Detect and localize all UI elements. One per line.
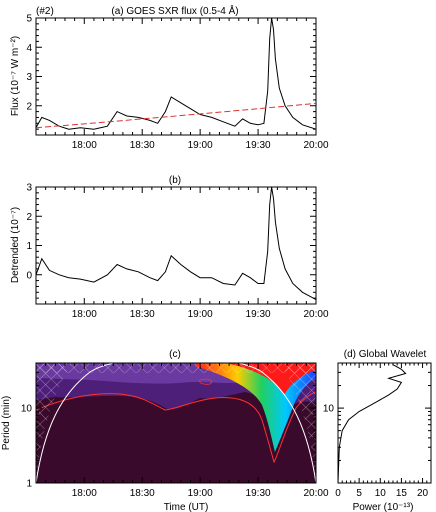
x-tick-label: 5 [356, 488, 362, 499]
y-tick-label: 2 [26, 212, 32, 223]
series-line-0 [35, 186, 317, 301]
x-tick-label: 19:30 [246, 488, 271, 499]
significance-contour-small [199, 378, 213, 385]
x-tick-label: 20:00 [303, 140, 328, 151]
panel-a-title: (a) GOES SXR flux (0.5-4 Å) [111, 4, 238, 17]
y-tick-label: 1 [26, 479, 32, 490]
panel-d-frame [337, 362, 432, 484]
x-tick-label: 18:30 [130, 309, 155, 320]
panel-d-title: (d) Global Wavelet [344, 349, 427, 360]
x-tick-label: 19:30 [246, 140, 271, 151]
y-tick-label: 2 [26, 101, 32, 112]
panel-d: (d) Global Wavelet Power (10⁻¹³) 0 5 10 15 2… [323, 349, 432, 512]
series-line-1 [35, 102, 317, 129]
x-tick-label: 20 [417, 488, 429, 499]
wavelet-spectrum [36, 363, 316, 483]
x-tick-label: 0 [335, 488, 341, 499]
y-tick-label: 10 [21, 404, 33, 415]
y-tick-label: 0 [26, 270, 32, 281]
global-wavelet-line [337, 364, 407, 484]
panel-a-ylabel: Flux (10⁻⁷ W m⁻²) [10, 36, 21, 116]
panel-d-xlabel: Power (10⁻¹³) [353, 502, 414, 512]
panel-b-title: (b) [169, 175, 181, 186]
x-tick-label: 10 [375, 488, 387, 499]
x-tick-label: 19:30 [246, 309, 271, 320]
x-tick-label: 18:00 [72, 488, 97, 499]
x-tick-label: 19:00 [188, 309, 213, 320]
cone-of-influence [36, 363, 316, 483]
panel-c-frame [35, 362, 317, 484]
panel-c-title: (c) [169, 349, 181, 360]
y-tick-label: 10 [323, 404, 335, 415]
panel-b-ylabel: Detrended (10⁻⁷) [10, 207, 21, 283]
x-tick-label: 18:00 [72, 140, 97, 151]
y-tick-label: 3 [26, 72, 32, 83]
y-tick-label: 5 [26, 14, 32, 25]
panel-c-ylabel: Period (min) [1, 396, 12, 450]
panel-a: (#2) (a) GOES SXR flux (0.5-4 Å) Flux (1… [10, 4, 329, 151]
panel-b: (b) Detrended (10⁻⁷) 18:00 18:30 19:00 19:3… [10, 175, 329, 320]
series-line-0 [35, 17, 317, 130]
x-tick-label: 20:00 [303, 488, 328, 499]
x-tick-label: 18:30 [130, 488, 155, 499]
x-tick-label: 19:00 [188, 488, 213, 499]
y-tick-label: 3 [26, 183, 32, 194]
x-tick-label: 20:00 [303, 309, 328, 320]
corner-label: (#2) [36, 6, 54, 17]
significance-contour [36, 391, 316, 464]
panel-c: (c) Period (min) Time (UT) 18:00 18:30 19:… [1, 349, 329, 512]
x-tick-label: 19:00 [188, 140, 213, 151]
x-tick-label: 18:00 [72, 309, 97, 320]
panel-c-xlabel: Time (UT) [164, 502, 209, 512]
y-tick-label: 1 [26, 241, 32, 252]
x-tick-label: 15 [396, 488, 408, 499]
x-tick-label: 18:30 [130, 140, 155, 151]
y-tick-label: 4 [26, 43, 32, 54]
